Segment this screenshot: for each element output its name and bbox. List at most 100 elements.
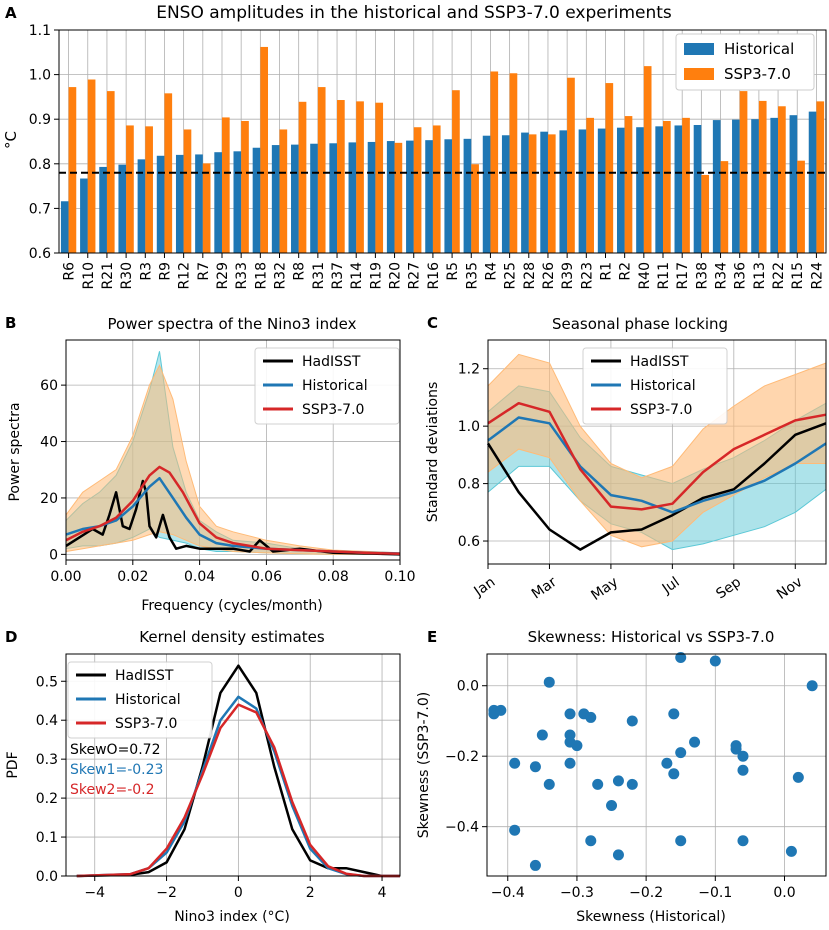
- scatter-point: [606, 800, 618, 812]
- tick-label-x: −0.1: [698, 885, 732, 901]
- category-label: R24: [809, 262, 825, 290]
- panel-e: E Skewness: Historical vs SSP3-7.0 Skewn…: [416, 628, 827, 925]
- scatter-point: [585, 835, 597, 847]
- category-label: R37: [330, 262, 346, 290]
- tick-label-y: 0.7: [29, 201, 51, 217]
- category-label: R27: [407, 262, 423, 290]
- bar-ssp: [471, 164, 479, 253]
- tick-label-y: 0.3: [36, 752, 58, 768]
- category-label: R1: [598, 262, 614, 281]
- bar-historical: [348, 142, 357, 253]
- panel-c-frame: [487, 339, 827, 565]
- bar-historical: [521, 132, 529, 253]
- panel-e-ylabel: Skewness (SSP3-7.0): [416, 692, 432, 838]
- bar-ssp: [202, 163, 211, 253]
- tick-label-y: 0.2: [36, 791, 58, 807]
- category-label: R31: [311, 262, 327, 290]
- scatter-point: [806, 680, 818, 692]
- bar-historical: [655, 126, 664, 253]
- tick-label-y: 0.6: [29, 246, 51, 262]
- tick-label-x: 0.04: [184, 569, 215, 585]
- tick-label-y: 1.0: [29, 68, 51, 84]
- scatter-point: [675, 835, 687, 847]
- bar-historical: [540, 131, 548, 253]
- scatter-point: [785, 845, 797, 857]
- panel-c-ylabel: Standard deviations: [425, 382, 441, 523]
- line-ssp3-7.0: [487, 401, 827, 511]
- scatter-point: [730, 743, 742, 755]
- panel-c-legend-historical: Historical: [630, 378, 696, 394]
- bar-ssp: [87, 79, 96, 253]
- tick-label-y: 0.0: [36, 869, 58, 885]
- bar-ssp: [624, 116, 633, 253]
- tick-label-x: 0.06: [251, 569, 282, 585]
- bar-ssp: [567, 77, 575, 253]
- bar-ssp: [183, 129, 192, 253]
- bar-ssp: [663, 120, 671, 253]
- category-label: R30: [119, 262, 135, 290]
- panel-a-frame: [58, 29, 827, 254]
- panel-d: D Kernel density estimates PDF Nino3 ind…: [5, 628, 401, 925]
- bar-ssp: [816, 101, 825, 253]
- scatter-point: [529, 859, 541, 871]
- bar-historical: [291, 144, 299, 253]
- category-label: R22: [771, 262, 787, 290]
- tick-label-y: 1.2: [458, 362, 480, 378]
- bar-historical: [597, 128, 606, 253]
- tick-label-y: 0.8: [458, 477, 480, 493]
- tick-label-y: 40: [40, 435, 58, 451]
- panel-b-title: Power spectra of the Nino3 index: [108, 315, 357, 333]
- tick-label-y: 0.8: [29, 157, 51, 173]
- tick-label-y: 0.1: [36, 830, 58, 846]
- bar-historical: [406, 140, 414, 253]
- bar-historical: [789, 115, 798, 253]
- bar-historical: [732, 119, 740, 254]
- scatter-point: [543, 676, 555, 688]
- panel-a-title: ENSO amplitudes in the historical and SS…: [156, 3, 672, 23]
- bar-historical: [118, 164, 127, 253]
- category-label: R34: [714, 262, 730, 290]
- bar-ssp: [758, 100, 767, 253]
- bar-historical: [156, 155, 165, 253]
- category-label: R10: [81, 262, 97, 290]
- bar-ssp: [221, 117, 230, 253]
- category-label: R2: [618, 262, 634, 281]
- bar-ssp: [682, 117, 690, 253]
- panel-d-legend-ssp: SSP3-7.0: [115, 716, 177, 732]
- panel-d-legend-hadisst: HadISST: [115, 668, 174, 684]
- panel-b: B Power spectra of the Nino3 index Power…: [5, 314, 416, 614]
- scatter-point: [737, 835, 749, 847]
- category-label: R21: [100, 262, 116, 290]
- tick-label-x: Jul: [659, 574, 683, 597]
- bar-historical: [444, 139, 453, 253]
- tick-label-y: 0.9: [29, 112, 51, 128]
- bar-ssp: [375, 102, 384, 253]
- panel-a-legend: Historical SSP3-7.0: [675, 33, 815, 91]
- category-label: R39: [560, 262, 576, 290]
- panel-a-ylabel: °C: [2, 131, 20, 149]
- bar-ssp: [298, 101, 307, 253]
- tick-label-y: 1.1: [29, 23, 51, 39]
- panel-b-ylabel: Power spectra: [7, 402, 23, 501]
- bar-historical: [233, 151, 242, 253]
- tick-label-x: 0.0: [773, 885, 795, 901]
- panel-b-frame: [65, 339, 401, 561]
- category-label: R3: [138, 262, 154, 281]
- scatter-point: [612, 849, 624, 861]
- bar-historical: [636, 127, 644, 253]
- panel-c-legend-ssp: SSP3-7.0: [630, 402, 692, 418]
- scatter-point: [709, 655, 721, 667]
- scatter-point: [592, 778, 604, 790]
- scatter-point: [564, 708, 576, 720]
- category-label: R35: [464, 262, 480, 290]
- panel-d-frame: [65, 653, 401, 877]
- panel-c-label: C: [427, 314, 438, 332]
- panel-e-title: Skewness: Historical vs SSP3-7.0: [528, 628, 775, 646]
- bar-historical: [195, 154, 203, 253]
- tick-label-x: −4: [84, 885, 105, 901]
- panel-d-title: Kernel density estimates: [139, 628, 325, 646]
- bar-ssp: [164, 93, 173, 253]
- bar-historical: [386, 141, 395, 253]
- panel-a-legend-historical: Historical: [724, 40, 794, 58]
- tick-label-y: 60: [40, 378, 58, 394]
